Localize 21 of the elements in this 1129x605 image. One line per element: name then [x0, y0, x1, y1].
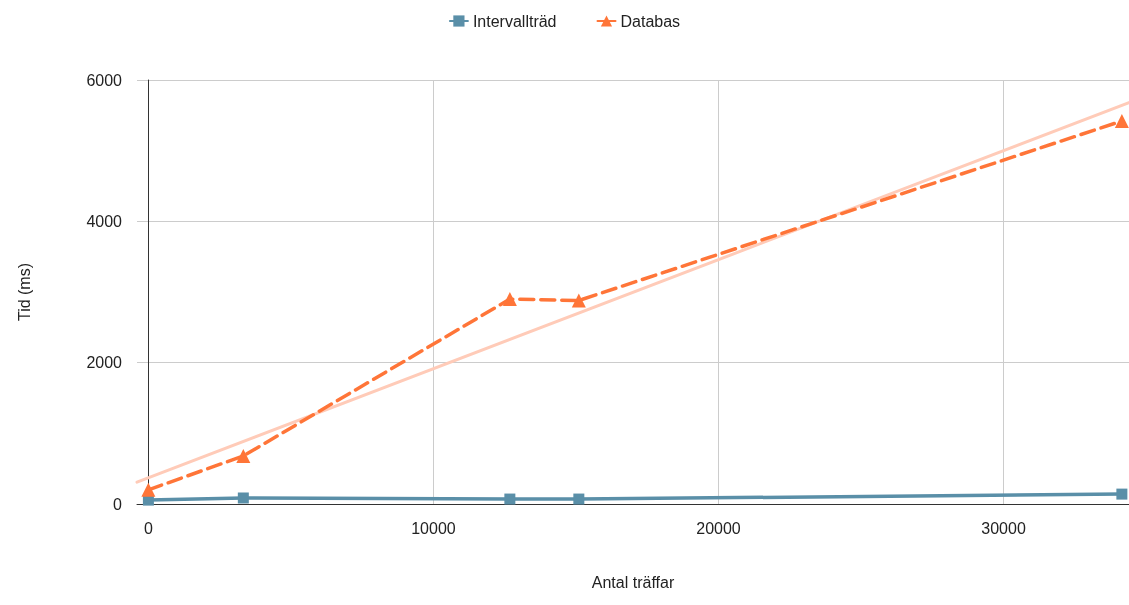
- point: [504, 493, 516, 505]
- point: [237, 492, 249, 504]
- x-tick-label: 30000: [981, 519, 1026, 537]
- x-tick-label: 10000: [411, 519, 456, 537]
- point: [1116, 488, 1128, 500]
- point: [1114, 113, 1129, 128]
- point: [141, 482, 156, 497]
- y-tick-label: 2000: [86, 354, 123, 372]
- y-tick-label: 4000: [86, 212, 123, 230]
- y-tick-label: 0: [113, 495, 123, 513]
- x-axis-title: Antal träffar: [591, 573, 675, 591]
- point: [573, 493, 585, 505]
- legend-label: Databas: [620, 12, 681, 30]
- legend-label: Intervallträd: [472, 12, 557, 30]
- point: [571, 293, 586, 308]
- y-axis-title: Tid (ms): [15, 262, 33, 322]
- x-tick-label: 0: [143, 519, 153, 537]
- y-tick-label: 6000: [86, 71, 123, 89]
- point: [502, 292, 517, 307]
- x-tick-label: 20000: [696, 519, 741, 537]
- point: [236, 448, 251, 463]
